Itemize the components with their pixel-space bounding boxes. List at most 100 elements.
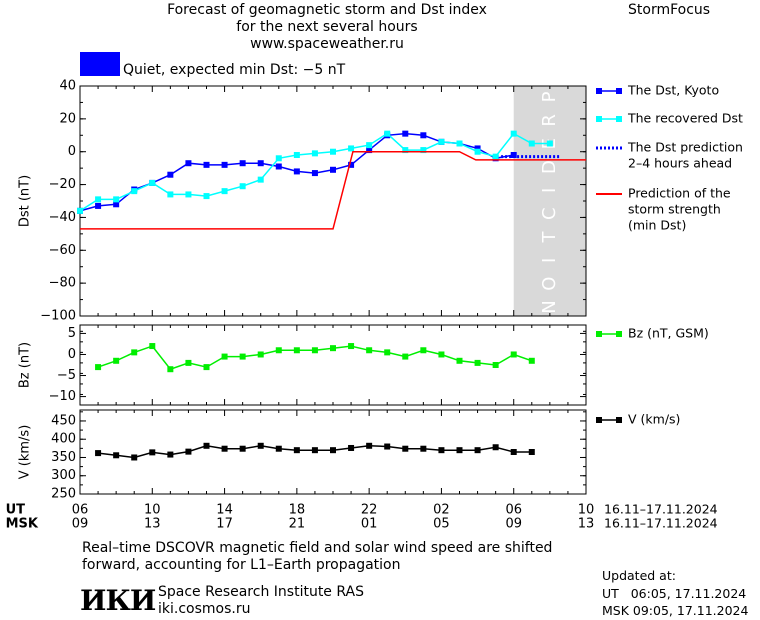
y-tick-label: −10: [49, 389, 76, 404]
data-point: [474, 148, 481, 155]
data-point: [167, 451, 174, 458]
chart-subtitle: for the next several hours: [236, 19, 418, 35]
data-point: [221, 445, 228, 452]
data-point: [185, 191, 192, 198]
y-tick-label: 250: [51, 487, 76, 502]
prediction-label-letter: T: [539, 230, 560, 244]
legend-marker: [596, 331, 602, 337]
data-point: [456, 447, 463, 454]
legend-label: V (km/s): [628, 412, 680, 427]
data-point: [456, 140, 463, 147]
data-point: [402, 147, 409, 154]
y-tick-label: 0: [68, 144, 76, 159]
legend-label: The Dst prediction: [627, 140, 743, 155]
x-tick-label-msk: 17: [216, 517, 233, 532]
website-link[interactable]: www.spaceweather.ru: [250, 36, 404, 52]
y-tick-label: −80: [49, 276, 76, 291]
legend-marker: [616, 417, 622, 423]
data-point: [113, 196, 120, 203]
data-point: [366, 142, 373, 149]
data-point: [510, 152, 517, 158]
data-point: [239, 353, 246, 360]
data-point: [221, 161, 228, 168]
data-point: [257, 176, 264, 183]
data-point: [402, 130, 409, 137]
data-point: [203, 442, 210, 449]
y-tick-label: 450: [51, 413, 76, 428]
prediction-label-letter: I: [539, 186, 560, 193]
data-point: [366, 442, 373, 449]
data-point: [311, 150, 318, 157]
data-point: [384, 443, 391, 450]
data-point: [492, 153, 499, 160]
y-tick-label: 300: [51, 468, 76, 483]
iki-logo: ИКИ: [80, 584, 156, 617]
institute-website[interactable]: iki.cosmos.ru: [158, 601, 251, 617]
panel-frame: [79, 85, 587, 317]
data-point: [203, 364, 210, 371]
x-tick-label-ut: 10: [144, 503, 161, 518]
data-point: [257, 351, 264, 358]
data-point: [330, 148, 336, 155]
x-tick-label-msk: 13: [578, 517, 595, 532]
data-point: [167, 171, 174, 178]
data-point: [330, 447, 336, 454]
data-point: [492, 362, 499, 368]
data-point: [438, 138, 445, 145]
x-tick-label-ut: 02: [433, 503, 450, 518]
data-point: [311, 170, 318, 177]
legend-label: storm strength: [628, 202, 721, 217]
data-point: [528, 357, 535, 364]
data-point: [113, 201, 120, 208]
date-range-ut: 16.11–17.11.2024: [604, 502, 718, 517]
updated-msk: MSK 09:05, 17.11.2024: [602, 603, 749, 618]
data-point: [330, 166, 336, 173]
legend-label: 2–4 hours ahead: [628, 156, 732, 171]
data-point: [239, 160, 246, 167]
data-point: [348, 343, 355, 350]
y-tick-label: −100: [40, 309, 76, 324]
legend-marker: [616, 88, 622, 94]
y-tick-label: 400: [51, 432, 76, 447]
footer-note-line2: forward, accounting for L1–Earth propaga…: [82, 557, 401, 573]
legend-marker: [596, 88, 602, 94]
data-point: [366, 147, 373, 154]
x-tick-label-msk: 09: [505, 517, 522, 532]
y-tick-label: 20: [59, 111, 76, 126]
x-tick-label-msk: 05: [433, 517, 450, 532]
data-point: [167, 366, 174, 373]
msk-label: MSK: [6, 517, 39, 532]
data-point: [510, 130, 517, 137]
data-point: [131, 188, 138, 195]
data-point: [275, 155, 282, 162]
data-point: [113, 452, 120, 459]
data-point: [456, 357, 463, 364]
prediction-label-letter: N: [539, 298, 560, 313]
data-point: [221, 353, 228, 360]
x-tick-label-ut: 14: [216, 503, 233, 518]
data-point: [149, 449, 156, 456]
data-point: [149, 179, 156, 186]
y-tick-label: 0: [68, 347, 76, 362]
prediction-label-letter: C: [539, 205, 560, 220]
data-point: [366, 347, 373, 354]
prediction-label-letter: R: [539, 112, 560, 127]
data-point: [185, 359, 192, 366]
data-point: [420, 445, 427, 452]
status-text: Quiet, expected min Dst: −5 nT: [123, 62, 346, 78]
data-point: [420, 347, 427, 354]
data-point: [95, 450, 102, 457]
data-point: [275, 445, 282, 452]
data-point: [438, 447, 445, 454]
data-point: [257, 160, 264, 167]
data-point: [492, 444, 499, 451]
x-tick-label-msk: 13: [144, 517, 161, 532]
data-point: [113, 357, 120, 364]
prediction-label-letter: P: [539, 90, 560, 103]
data-point: [384, 130, 391, 137]
updated-label: Updated at:: [602, 568, 676, 583]
updated-ut: UT 06:05, 17.11.2024: [602, 586, 747, 601]
chart-title: Forecast of geomagnetic storm and Dst in…: [167, 2, 487, 18]
legend-marker: [616, 331, 622, 337]
legend-label: Bz (nT, GSM): [628, 326, 709, 341]
